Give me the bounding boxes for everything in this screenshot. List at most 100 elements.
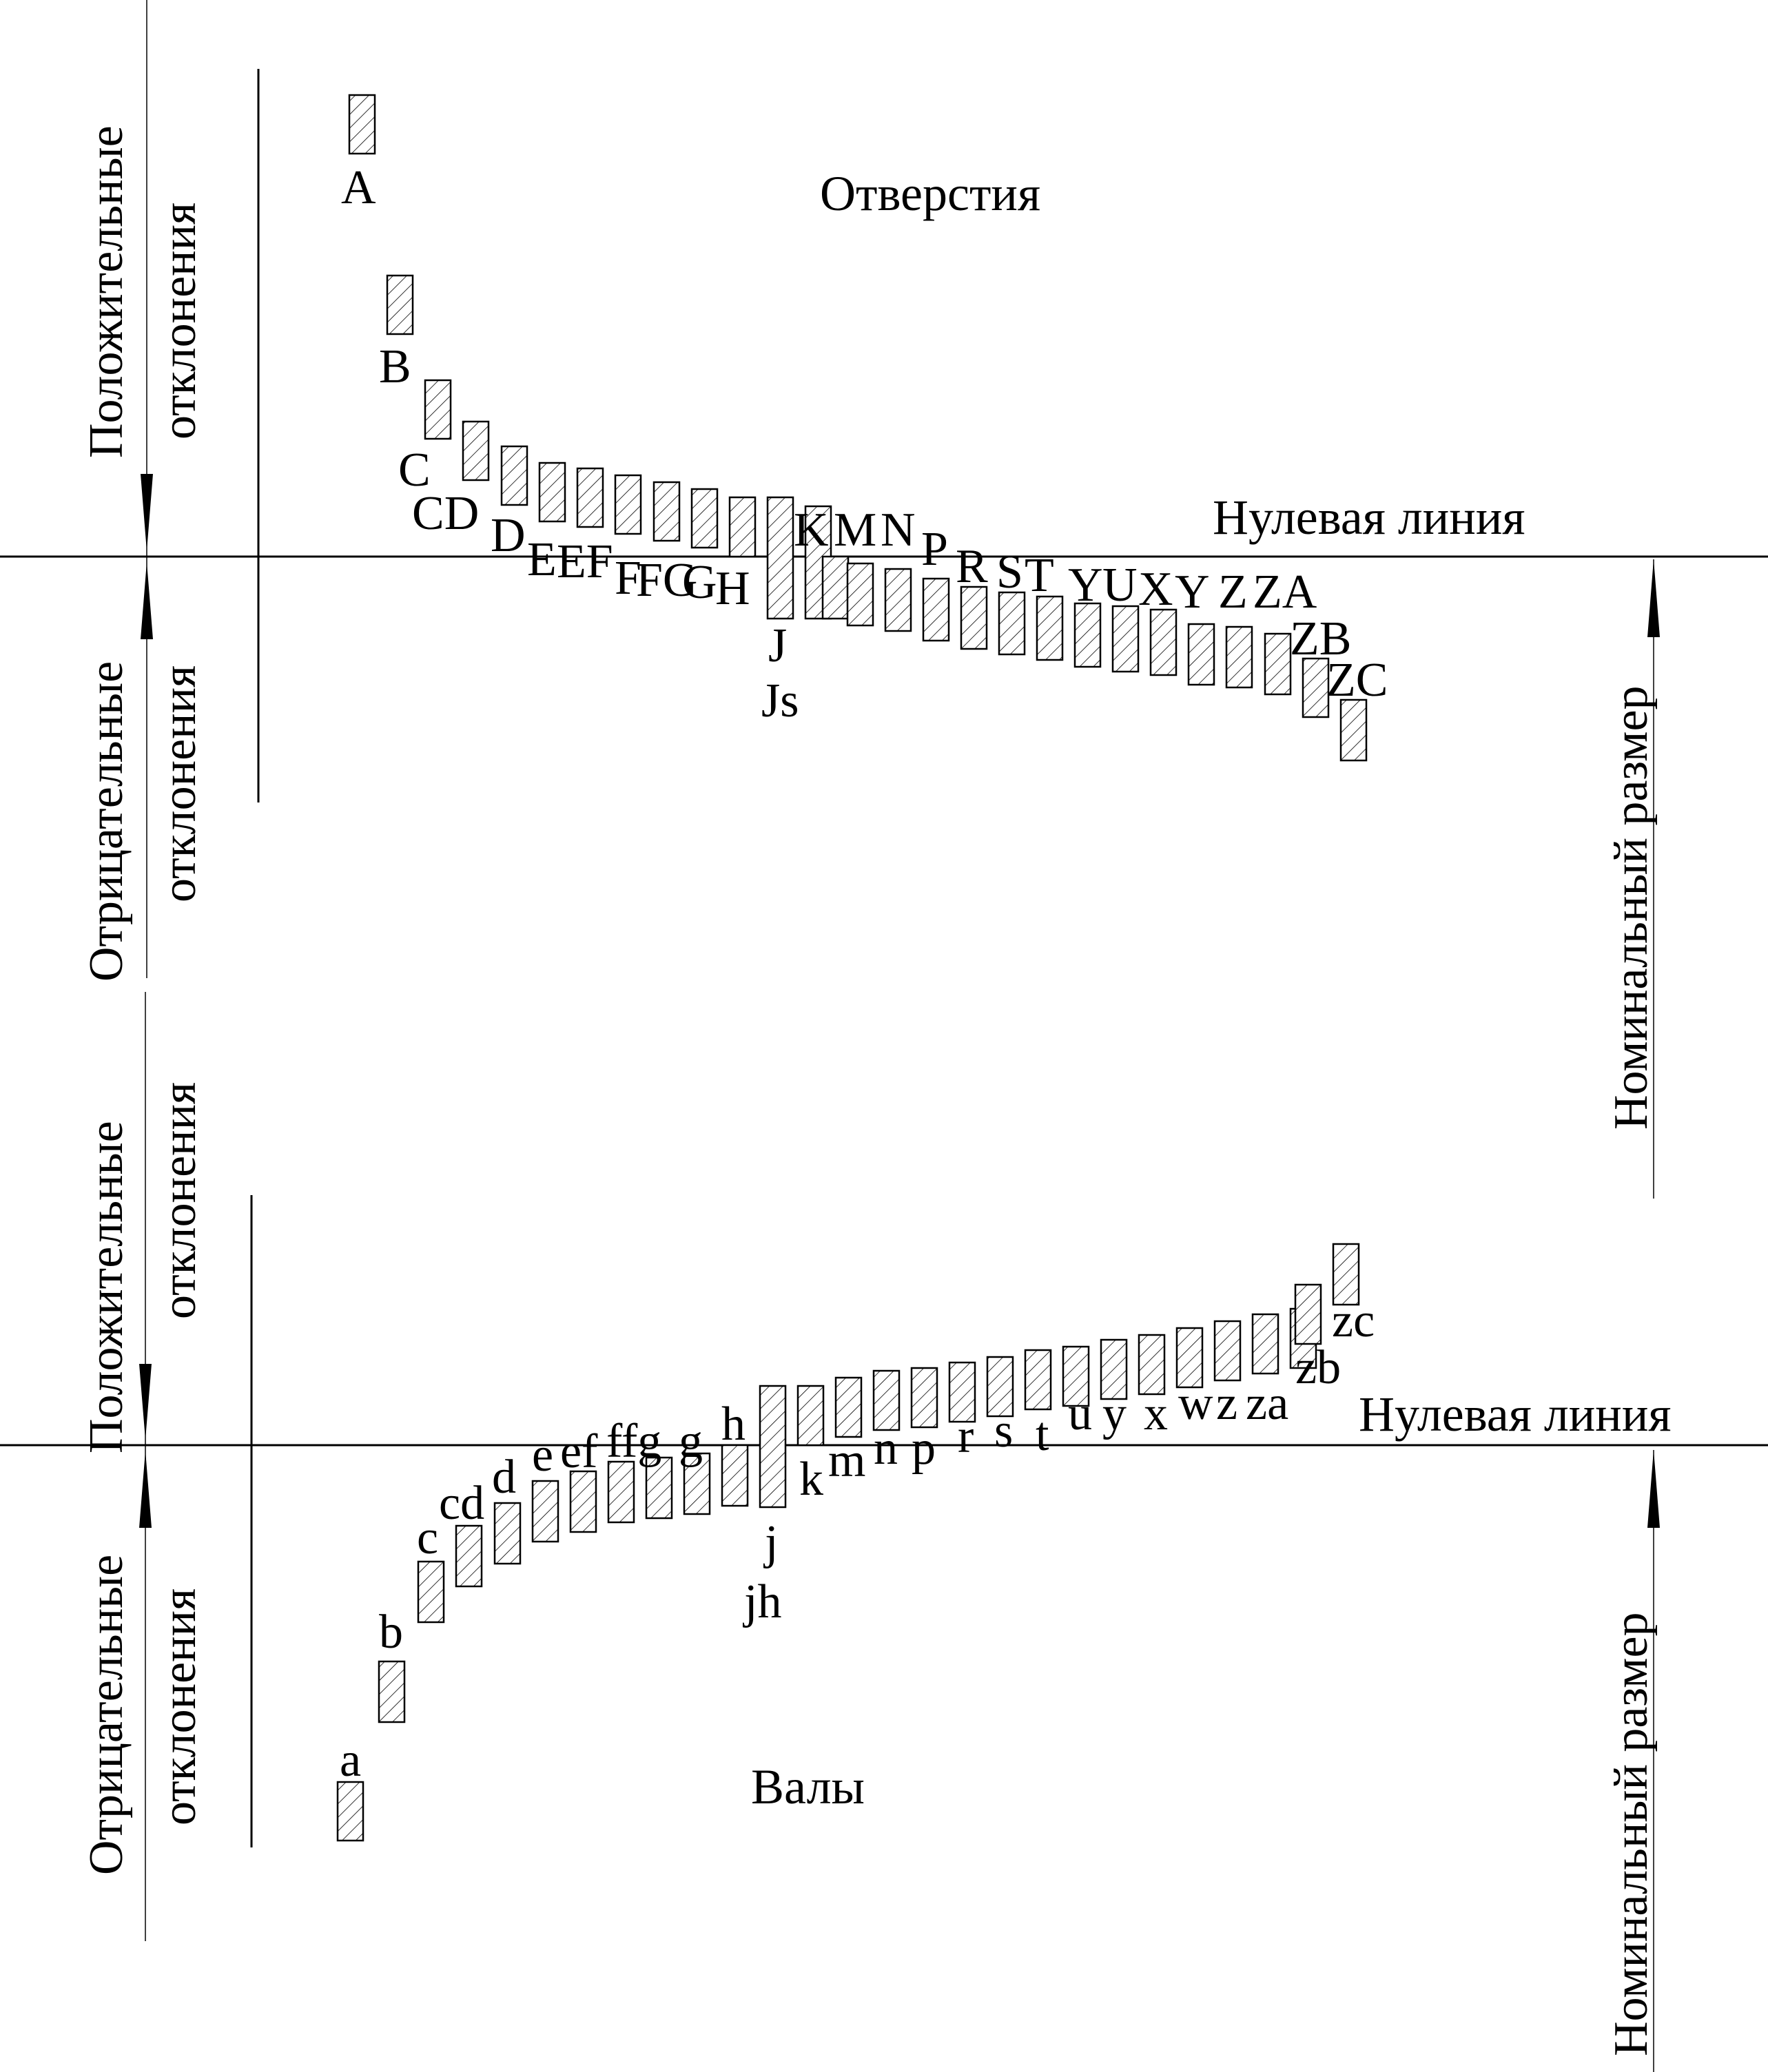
- tolerance-field-a: [336, 1781, 364, 1842]
- negative-deviations-label: отклонения: [153, 665, 206, 902]
- field-label-EF: EF: [557, 535, 613, 588]
- tolerance-field-Z: [1187, 623, 1215, 686]
- tolerance-field-ZB: [1264, 632, 1292, 696]
- tolerance-field-n: [910, 1367, 938, 1429]
- tolerance-field-H: [728, 496, 757, 558]
- tolerance-field-ZC: [1339, 698, 1368, 762]
- field-label-g: g: [679, 1415, 703, 1468]
- negative-deviations-label: Отрицательные: [80, 661, 133, 982]
- field-label-F: F: [615, 552, 641, 605]
- field-label-X: X: [1138, 563, 1173, 616]
- field-label-x: x: [1144, 1387, 1168, 1440]
- holes-panel: Положительные отклонения Отрицательные о…: [0, 0, 1768, 1199]
- field-label-jh: jh: [742, 1575, 781, 1628]
- field-label-p: p: [912, 1422, 936, 1475]
- field-label-U: U: [1102, 559, 1138, 612]
- tolerance-field-b: [378, 1660, 406, 1723]
- field-label-m: m: [828, 1434, 865, 1487]
- field-label-CD: CD: [412, 487, 479, 540]
- tolerance-field-CD: [462, 420, 490, 481]
- zero-line-label: Нулевая линия: [1213, 490, 1525, 545]
- arrow-down-icon: [141, 474, 153, 551]
- tolerance-field-D: [500, 445, 528, 506]
- field-label-zb: zb: [1295, 1341, 1341, 1394]
- field-label-J: J: [768, 619, 787, 672]
- positive-deviations-label: Положительные: [80, 125, 133, 458]
- tolerance-field-x: [1175, 1327, 1204, 1389]
- field-label-ZA: ZA: [1253, 566, 1317, 619]
- field-label-b: b: [379, 1606, 403, 1659]
- tolerance-field-U: [1073, 602, 1102, 668]
- tolerance-field-J: [766, 496, 794, 620]
- shafts-panel: Положительные отклонения Отрицательные о…: [0, 992, 1768, 2072]
- tolerance-field-F: [614, 474, 642, 535]
- field-label-B: B: [379, 340, 411, 393]
- field-label-y: y: [1102, 1387, 1127, 1440]
- negative-deviations-label: Отрицательные: [80, 1555, 133, 1875]
- tolerance-field-N: [884, 568, 912, 632]
- arrow-up-icon: [1647, 559, 1660, 637]
- tolerance-field-B: [386, 274, 414, 335]
- tolerance-field-r: [986, 1356, 1014, 1418]
- field-label-s: s: [994, 1405, 1013, 1458]
- tolerance-field-ZA: [1225, 625, 1253, 689]
- tolerance-field-h: [721, 1444, 749, 1507]
- tolerance-field-M: [846, 562, 874, 627]
- tolerance-field-f: [607, 1460, 635, 1524]
- tolerance-field-FG: [652, 481, 681, 542]
- tolerance-field-m: [872, 1369, 901, 1431]
- tolerance-field-G: [690, 488, 719, 549]
- arrow-up-icon: [139, 1451, 152, 1528]
- positive-deviations-label: Положительные: [80, 1121, 133, 1453]
- tolerance-field-e: [531, 1480, 559, 1543]
- tolerance-field-j: [759, 1385, 787, 1509]
- tolerance-field-p: [948, 1361, 976, 1423]
- positive-deviations-label: отклонения: [153, 1082, 206, 1319]
- tolerance-field-g: [683, 1452, 711, 1515]
- tolerance-field-Y: [1149, 608, 1178, 676]
- negative-deviations-label: отклонения: [153, 1588, 206, 1825]
- tolerance-field-fg: [645, 1456, 673, 1520]
- field-label-H: H: [715, 562, 750, 615]
- field-label-zc: zc: [1332, 1294, 1375, 1347]
- arrow-down-icon: [139, 1364, 152, 1440]
- field-label-C: C: [398, 444, 431, 497]
- tolerance-field-A: [348, 94, 376, 155]
- nominal-size-label: Номинальный размер: [1605, 1612, 1658, 2056]
- tolerance-field-ef: [569, 1470, 597, 1533]
- arrow-up-icon: [141, 562, 153, 639]
- tolerance-field-cd: [455, 1524, 483, 1588]
- field-label-cd: cd: [439, 1477, 484, 1530]
- field-label-e: e: [532, 1429, 553, 1482]
- field-label-N: N: [881, 504, 916, 557]
- field-label-k: k: [799, 1453, 823, 1506]
- tolerance-field-C: [424, 379, 452, 440]
- tolerance-field-t: [1062, 1345, 1090, 1407]
- positive-deviations-label: отклонения: [153, 203, 206, 439]
- field-label-A: A: [341, 161, 376, 214]
- field-label-ef: ef: [560, 1425, 598, 1478]
- zero-line-label: Нулевая линия: [1359, 1387, 1671, 1442]
- tolerance-field-jh: [796, 1385, 825, 1447]
- field-label-z: z: [1216, 1377, 1237, 1430]
- field-label-Z: Z: [1218, 566, 1248, 619]
- tolerance-field-T: [1036, 595, 1064, 661]
- field-label-S: S: [996, 546, 1023, 599]
- field-label-D: D: [491, 509, 526, 562]
- field-label-h: h: [721, 1398, 746, 1451]
- tolerance-field-K: [821, 555, 850, 620]
- field-label-M: M: [834, 504, 876, 557]
- tolerance-field-k: [834, 1376, 863, 1438]
- field-label-Js: Js: [761, 674, 799, 727]
- field-label-R: R: [956, 540, 988, 593]
- field-label-j: j: [763, 1516, 778, 1569]
- field-label-FG: FG: [636, 554, 697, 607]
- field-label-d: d: [492, 1451, 516, 1504]
- tolerance-field-S: [998, 591, 1026, 656]
- tolerance-field-EF: [576, 467, 604, 528]
- field-label-f: f: [606, 1415, 623, 1468]
- field-label-r: r: [958, 1410, 974, 1463]
- tolerance-field-P: [922, 577, 950, 642]
- field-label-za: za: [1246, 1377, 1288, 1430]
